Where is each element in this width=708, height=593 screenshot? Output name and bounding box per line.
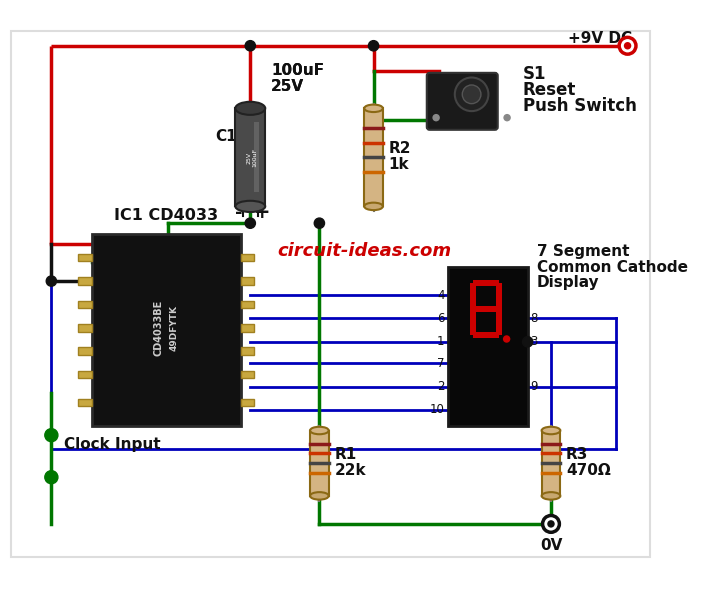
- Text: 6: 6: [437, 312, 445, 325]
- Text: -: -: [235, 204, 243, 222]
- Bar: [241, 371, 254, 378]
- Bar: [473, 280, 499, 286]
- Text: 100uF: 100uF: [271, 63, 324, 78]
- Text: 4: 4: [437, 289, 445, 302]
- Bar: [241, 398, 254, 406]
- Text: 49DFYTK: 49DFYTK: [169, 305, 178, 351]
- Text: 2: 2: [437, 380, 445, 393]
- Circle shape: [547, 520, 555, 528]
- Text: 470Ω: 470Ω: [566, 463, 611, 478]
- Text: R2: R2: [389, 141, 411, 156]
- Ellipse shape: [542, 427, 560, 434]
- Text: C1: C1: [215, 129, 236, 144]
- Bar: [79, 324, 91, 331]
- Text: Common Cathode: Common Cathode: [537, 260, 688, 275]
- Circle shape: [462, 85, 481, 104]
- Circle shape: [45, 429, 58, 442]
- Text: +9V DC: +9V DC: [569, 31, 632, 46]
- Circle shape: [46, 276, 57, 286]
- Text: +: +: [254, 203, 270, 222]
- Bar: [470, 309, 476, 335]
- Bar: [448, 267, 527, 426]
- Bar: [310, 431, 329, 496]
- Text: Reset: Reset: [523, 81, 576, 98]
- Circle shape: [503, 335, 510, 343]
- Bar: [241, 278, 254, 285]
- Text: Clock Input: Clock Input: [64, 437, 160, 452]
- Text: 25V: 25V: [271, 79, 304, 94]
- Text: circuit-ideas.com: circuit-ideas.com: [277, 242, 451, 260]
- Bar: [473, 307, 499, 312]
- Bar: [241, 301, 254, 308]
- Bar: [241, 347, 254, 355]
- Ellipse shape: [364, 104, 383, 112]
- Bar: [79, 371, 91, 378]
- Bar: [91, 234, 241, 426]
- Bar: [79, 398, 91, 406]
- Circle shape: [542, 515, 559, 533]
- Bar: [542, 431, 560, 496]
- Text: Display: Display: [537, 276, 600, 291]
- Bar: [79, 254, 91, 262]
- Bar: [470, 283, 476, 309]
- Circle shape: [455, 78, 489, 111]
- Text: R3: R3: [566, 447, 588, 463]
- Text: 1: 1: [437, 335, 445, 348]
- Circle shape: [620, 37, 636, 54]
- Circle shape: [368, 40, 379, 51]
- Circle shape: [245, 218, 256, 228]
- Circle shape: [523, 337, 533, 347]
- Circle shape: [245, 40, 256, 51]
- Ellipse shape: [310, 427, 329, 434]
- Bar: [496, 283, 502, 309]
- Text: 0V: 0V: [539, 538, 562, 553]
- Ellipse shape: [235, 201, 266, 212]
- Text: 25V: 25V: [271, 79, 304, 94]
- Text: IC1 CD4033: IC1 CD4033: [114, 208, 218, 223]
- Circle shape: [624, 42, 632, 49]
- Text: 1k: 1k: [389, 157, 409, 172]
- Circle shape: [433, 114, 440, 122]
- Text: CD4033BE: CD4033BE: [154, 299, 164, 356]
- Bar: [473, 333, 499, 338]
- Bar: [254, 122, 258, 192]
- Circle shape: [314, 218, 324, 228]
- Text: 22k: 22k: [334, 463, 366, 478]
- Ellipse shape: [364, 203, 383, 210]
- Bar: [364, 109, 383, 206]
- Ellipse shape: [542, 492, 560, 500]
- Text: 100uF: 100uF: [271, 63, 324, 78]
- Bar: [79, 301, 91, 308]
- Text: 10: 10: [430, 403, 445, 416]
- Text: R1: R1: [334, 447, 357, 463]
- Ellipse shape: [235, 102, 266, 115]
- Ellipse shape: [310, 492, 329, 500]
- Text: 25V
100uF: 25V 100uF: [247, 148, 258, 167]
- Text: 3: 3: [530, 335, 538, 348]
- Text: 8: 8: [530, 312, 538, 325]
- Bar: [235, 109, 266, 206]
- Bar: [241, 254, 254, 262]
- Bar: [79, 347, 91, 355]
- Bar: [79, 278, 91, 285]
- Text: 9: 9: [530, 380, 538, 393]
- Text: Push Switch: Push Switch: [523, 97, 636, 116]
- Bar: [496, 309, 502, 335]
- Circle shape: [503, 114, 511, 122]
- Text: 7 Segment: 7 Segment: [537, 244, 629, 259]
- Bar: [241, 324, 254, 331]
- Text: 7: 7: [437, 357, 445, 370]
- FancyBboxPatch shape: [427, 73, 498, 130]
- Text: S1: S1: [523, 65, 547, 83]
- Circle shape: [45, 471, 58, 484]
